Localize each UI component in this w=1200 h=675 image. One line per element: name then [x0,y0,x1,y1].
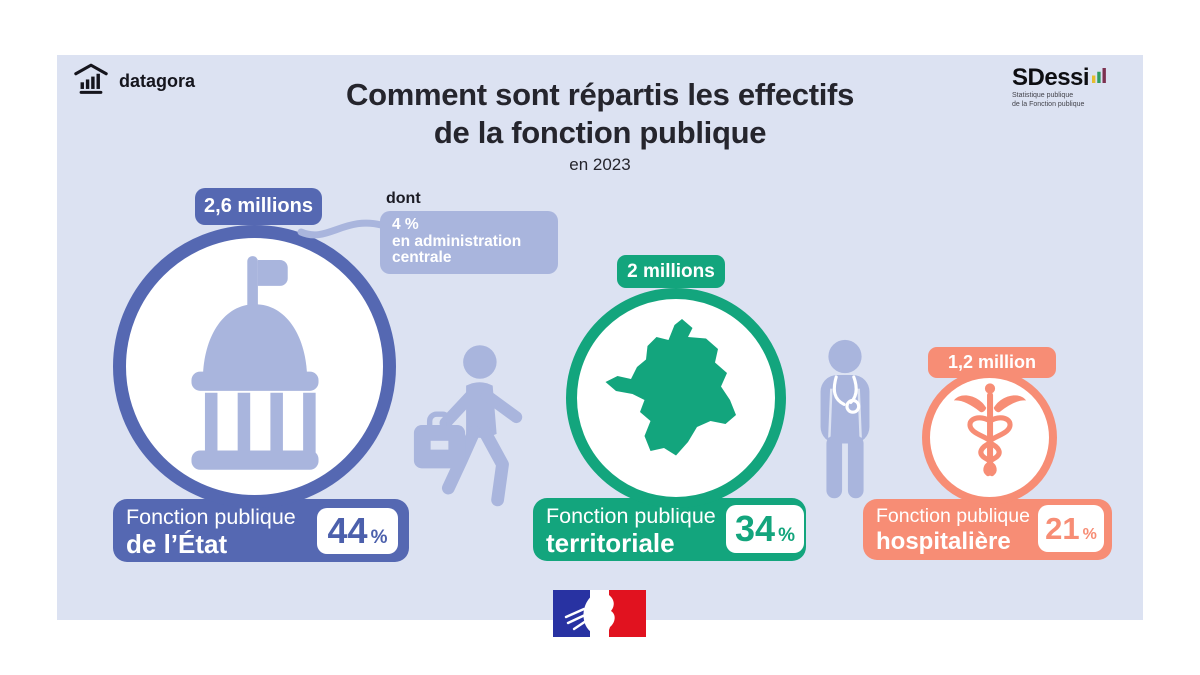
callout-connector-line [283,206,393,247]
label-box-etat: Fonction publique de l’État 44% [113,499,409,562]
percent-badge-hospitaliere: 21% [1038,505,1104,552]
label-hospitaliere-line2: hospitalière [876,528,1011,555]
sdessi-bars-icon [1092,66,1107,90]
doctor-stethoscope-icon [801,337,889,510]
label-etat-line2: de l’État [126,529,228,559]
datagora-logo: datagora [72,62,195,100]
callout-value: 4 % [392,216,419,233]
government-building-icon [178,250,332,477]
label-box-hospitaliere: Fonction publique hospitalière 21% [863,499,1112,560]
headcount-badge-etat: 2,6 millions [195,188,322,225]
datagora-wordmark: datagora [119,70,196,91]
label-box-territoriale: Fonction publique territoriale 34% [533,498,806,561]
title-subtitle: en 2023 [569,155,631,174]
percent-badge-territoriale: 34% [726,505,804,553]
callout-line3: centrale [392,249,452,266]
sdessi-tagline-2: de la Fonction publique [1012,100,1085,108]
datagora-chart-icon [72,62,110,100]
callout-line2: en administration [392,232,522,250]
percent-badge-etat: 44% [317,508,398,554]
sdessi-wordmark: SDessi [1012,64,1090,91]
french-government-marianne-logo [553,590,646,642]
sdessi-logo: SDessi Statistique publique de la Foncti… [1012,66,1107,109]
caduceus-icon [951,382,1029,487]
headcount-badge-territoriale: 2 millions [617,255,725,288]
label-etat-line1: Fonction publique [126,505,296,529]
headcount-badge-hospitaliere: 1,2 million [928,347,1056,378]
label-territoriale-line2: territoriale [546,528,675,558]
sdessi-tagline-1: Statistique publique [1012,92,1074,99]
label-territoriale-line1: Fonction publique [546,504,716,528]
callout-central-administration: 4 % en administration centrale [380,211,558,274]
page-title: Comment sont répartis les effectifs de l… [0,76,1200,175]
label-hospitaliere-line1: Fonction publique [876,505,1030,527]
title-line-1: Comment sont répartis les effectifs [345,77,855,112]
france-map-icon [601,316,751,471]
callout-intro: dont [386,190,421,207]
title-line-2: de la fonction publique [433,115,767,150]
walking-worker-icon [408,342,536,517]
